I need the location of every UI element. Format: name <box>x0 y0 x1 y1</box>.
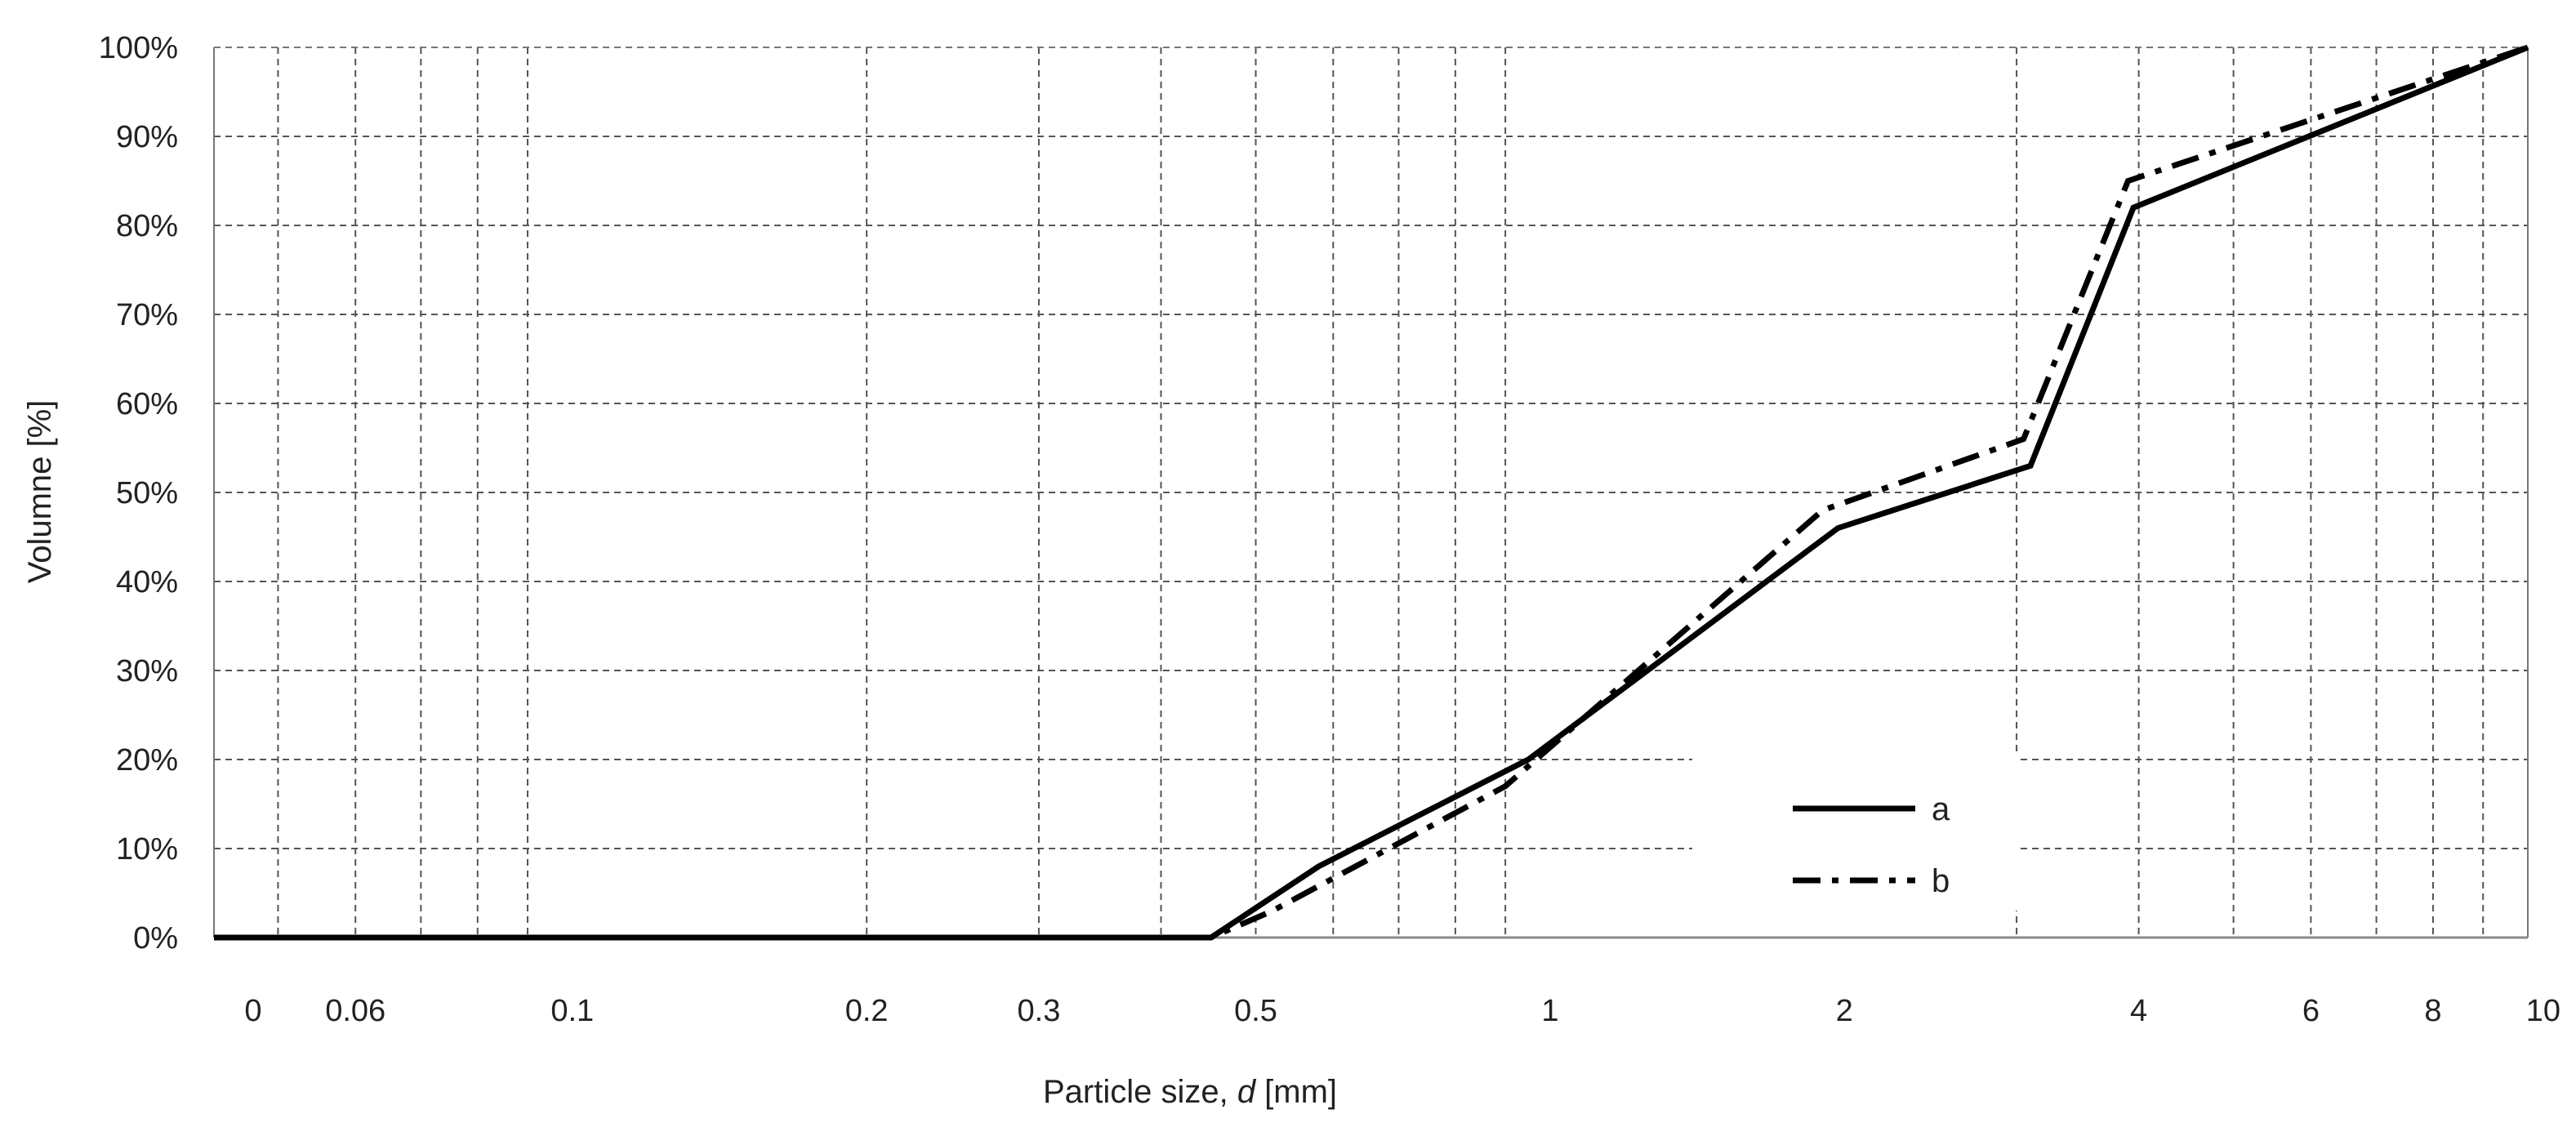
y-tick-label: 30% <box>116 654 178 688</box>
y-tick-label: 40% <box>116 565 178 599</box>
y-tick-label: 90% <box>116 120 178 154</box>
x-axis-title-prefix: Particle size, <box>1043 1074 1237 1110</box>
x-axis-title-variable: d <box>1237 1074 1257 1110</box>
x-tick-label: 0.1 <box>550 994 594 1028</box>
x-tick-label: 0.5 <box>1234 994 1277 1028</box>
x-axis-title: Particle size, d [mm] <box>1043 1074 1337 1110</box>
x-tick-label: 0.3 <box>1018 994 1061 1028</box>
x-tick-label: 6 <box>2302 994 2320 1028</box>
x-tick-label: 10 <box>2526 994 2560 1028</box>
y-tick-label: 60% <box>116 387 178 421</box>
y-tick-label: 80% <box>116 209 178 243</box>
series-line-b <box>214 44 2529 941</box>
y-tick-label: 10% <box>116 832 178 866</box>
x-tick-label: 1 <box>1541 994 1558 1028</box>
x-tick-label: 0 <box>244 994 261 1028</box>
y-tick-label: 50% <box>116 476 178 510</box>
grid <box>213 47 2529 939</box>
y-tick-label: 20% <box>116 743 178 777</box>
x-axis-ticks: 0 0.06 0.1 0.2 0.3 0.5 1 2 4 6 8 10 <box>244 994 2560 1028</box>
x-tick-label: 2 <box>1836 994 1853 1028</box>
x-tick-label: 8 <box>2424 994 2441 1028</box>
y-axis-ticks: 0% 10% 20% 30% 40% 50% 60% 70% 80% 90% 100% <box>99 31 178 956</box>
x-tick-label: 4 <box>2130 994 2147 1028</box>
x-tick-label: 0.06 <box>325 994 386 1028</box>
legend-label-a: a <box>1932 791 1950 827</box>
y-axis-title: Volumne [%] <box>22 400 58 584</box>
y-tick-label: 0% <box>133 921 178 956</box>
legend-background <box>1692 755 2019 911</box>
x-tick-label: 0.2 <box>845 994 889 1028</box>
legend-label-b: b <box>1932 863 1950 899</box>
y-tick-label: 100% <box>99 31 178 65</box>
y-tick-label: 70% <box>116 298 178 332</box>
series-line-a <box>214 44 2529 941</box>
series <box>214 44 2529 941</box>
x-axis-title-suffix: [mm] <box>1255 1074 1337 1110</box>
legend: a b <box>1692 755 2019 911</box>
